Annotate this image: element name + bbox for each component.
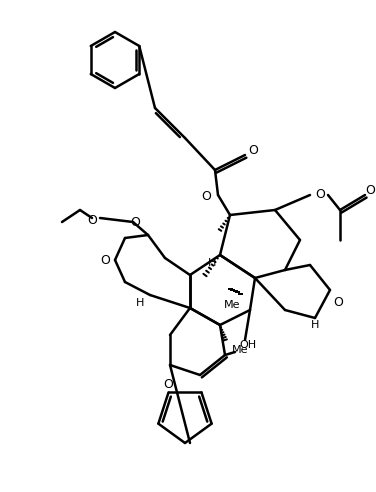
Text: O: O [333,297,343,309]
Text: O: O [87,214,97,226]
Text: O: O [201,190,211,204]
Text: O: O [315,188,325,202]
Text: H: H [311,320,319,330]
Text: OH: OH [240,340,256,350]
Text: O: O [130,215,140,228]
Text: O: O [365,184,375,196]
Text: H: H [208,258,216,268]
Text: O: O [248,145,258,157]
Text: O: O [164,378,173,391]
Text: Me: Me [224,300,240,310]
Text: O: O [100,254,110,268]
Text: H: H [136,298,144,308]
Text: Me: Me [232,345,248,355]
